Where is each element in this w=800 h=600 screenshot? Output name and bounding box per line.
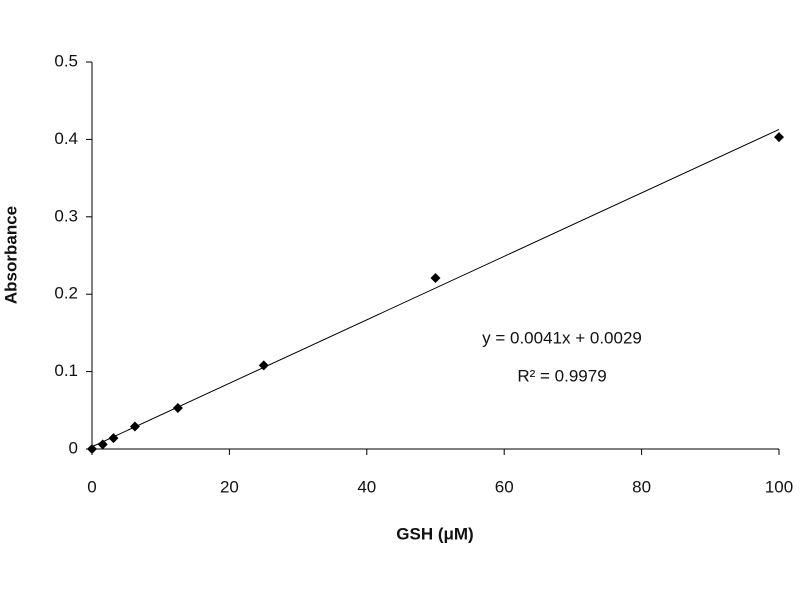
y-tick-label: 0.1 [54,361,78,380]
y-tick-label: 0.4 [54,129,78,148]
data-point [172,402,183,413]
trendline [91,128,780,448]
data-point [430,272,441,283]
data-point [97,439,108,450]
y-tick-label: 0 [69,438,78,457]
data-point [87,444,97,454]
data-point [774,132,784,143]
x-tick-label: 60 [495,477,514,496]
r-squared: R² = 0.9979 [517,366,606,385]
x-axis-title: GSH (μM) [396,524,473,543]
y-tick-label: 0.3 [54,206,78,225]
data-point [129,421,140,432]
y-tick-label: 0.5 [54,51,78,70]
y-tick-label: 0.2 [54,284,78,303]
y-axis-title: Absorbance [1,206,20,304]
x-tick-label: 100 [765,477,793,496]
x-tick-label: 20 [220,477,239,496]
x-tick-label: 40 [357,477,376,496]
x-tick-label: 80 [632,477,651,496]
x-tick-label: 0 [87,477,96,496]
data-point [108,433,119,444]
equation: y = 0.0041x + 0.0029 [482,328,642,347]
data-point [258,360,269,371]
